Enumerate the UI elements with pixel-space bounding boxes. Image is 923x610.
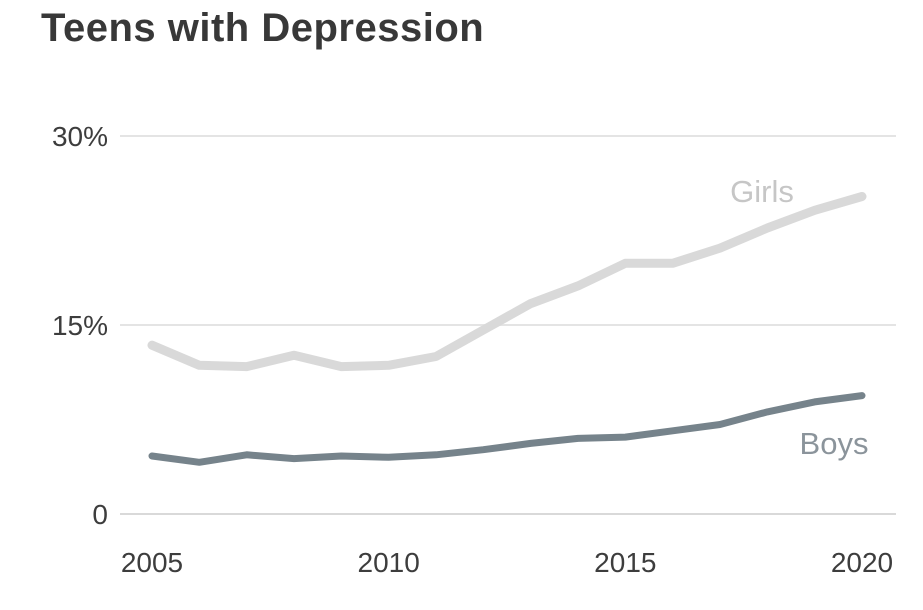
- x-axis-labels: 2005 2010 2015 2020: [121, 547, 893, 578]
- y-tick-15%: 15%: [52, 310, 108, 341]
- y-tick-0: 0: [92, 499, 108, 530]
- boys-series-label: Boys: [800, 426, 869, 461]
- girls-line: [147, 192, 867, 372]
- gridlines: [120, 135, 896, 515]
- y-axis-labels: 30% 15% 0: [52, 121, 108, 530]
- y-tick-30%: 30%: [52, 121, 108, 152]
- boys-line: [148, 392, 866, 466]
- x-tick-2020: 2020: [831, 547, 893, 578]
- girls-series-label: Girls: [730, 174, 794, 209]
- x-tick-2015: 2015: [594, 547, 656, 578]
- x-tick-2010: 2010: [358, 547, 420, 578]
- chart-title: Teens with Depression: [41, 6, 485, 50]
- x-tick-2005: 2005: [121, 547, 183, 578]
